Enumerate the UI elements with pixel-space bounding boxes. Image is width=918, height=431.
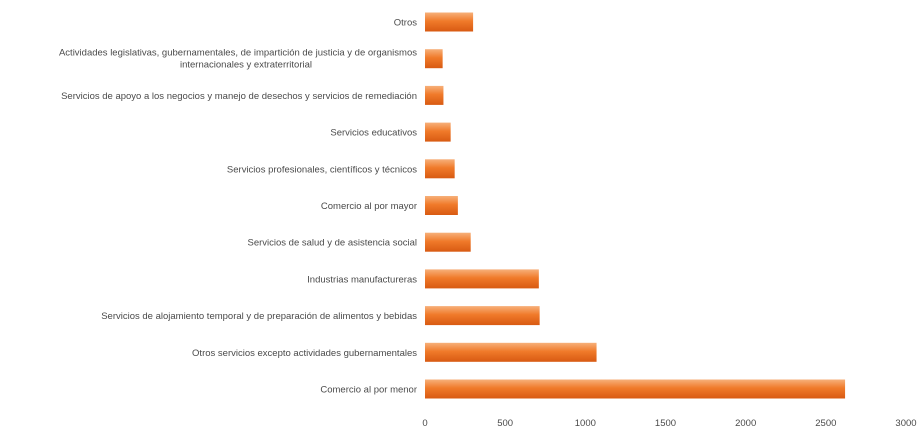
bar-servicios-de-alojamiento-temporal-y-de-p (425, 306, 540, 326)
bar-comercio-al-por-menor (425, 379, 846, 399)
bar-industrias-manufactureras (425, 269, 539, 289)
bar-actividades-legislativas-gubernamentales (425, 49, 443, 69)
x-tick-label: 0 (422, 418, 427, 429)
bar-otros-servicios-excepto-actividades-gube (425, 342, 597, 362)
category-label: Actividades legislativas, gubernamentale… (59, 48, 417, 71)
x-tick-label: 1500 (655, 418, 676, 429)
category-label: Servicios profesionales, científicos y t… (227, 164, 417, 175)
category-label: Otros servicios excepto actividades gube… (192, 348, 417, 359)
x-tick-label: 1000 (575, 418, 596, 429)
category-label: Otros (394, 18, 417, 29)
category-labels: Comercio al por menor Otros servicios exc… (59, 18, 417, 396)
category-label: Servicios educativos (330, 128, 417, 139)
x-tick-label: 500 (497, 418, 513, 429)
x-tick-label: 3000 (895, 418, 916, 429)
category-label: Servicios de alojamiento temporal y de p… (101, 311, 417, 322)
bar-comercio-al-por-mayor (425, 196, 458, 215)
category-label: Comercio al por menor (320, 385, 417, 396)
x-tick-label: 2500 (815, 418, 836, 429)
x-tick-label: 2000 (735, 418, 756, 429)
x-axis-ticks: 0 500 1000 1500 2000 2500 3000 (422, 418, 916, 429)
category-label: Industrias manufactureras (307, 274, 417, 285)
bar-servicios-profesionales-cientificos-y-te (425, 159, 455, 179)
bar-servicios-de-apoyo-a-los-negocios-y-mane (425, 85, 444, 105)
bar-servicios-de-salud-y-de-asistencia-socia (425, 232, 471, 252)
bar-otros (425, 12, 474, 32)
category-label: Servicios de apoyo a los negocios y mane… (61, 91, 417, 102)
bar-servicios-educativos (425, 122, 451, 142)
category-label: Servicios de salud y de asistencia socia… (247, 238, 417, 249)
bars-layer (425, 12, 846, 399)
category-label: Comercio al por mayor (321, 201, 417, 212)
